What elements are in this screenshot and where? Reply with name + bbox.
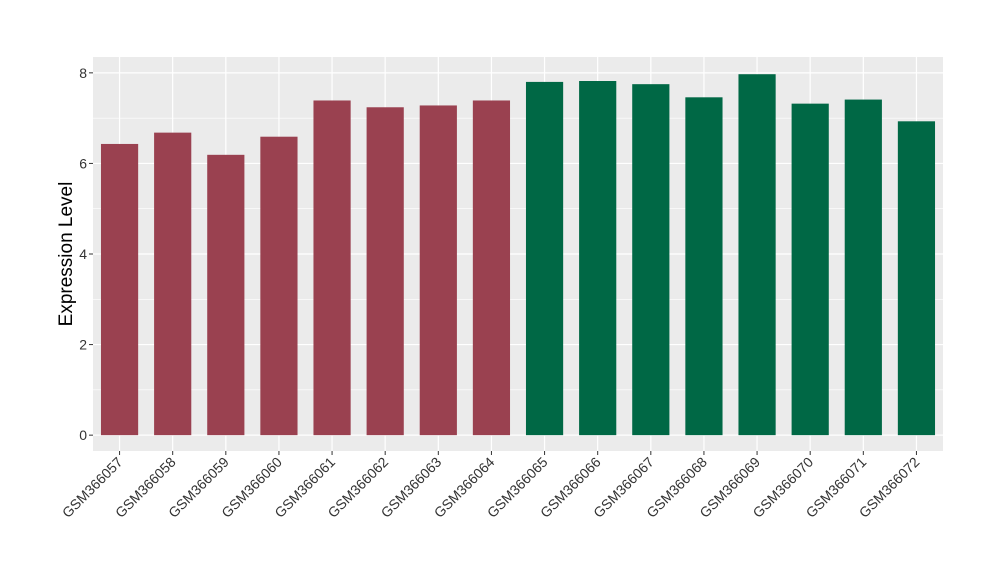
y-tick-label: 6: [79, 155, 87, 171]
bar-GSM366068: [685, 97, 723, 436]
bar-GSM366066: [579, 81, 617, 436]
y-axis: 0 2 4 6 8: [79, 65, 93, 443]
bar-GSM366060: [260, 136, 298, 436]
bar-GSM366065: [525, 81, 564, 436]
y-tick-label: 4: [79, 246, 87, 262]
bar-GSM366061: [313, 100, 351, 436]
bar-GSM366062: [366, 107, 404, 436]
bar-GSM366071: [844, 99, 882, 436]
y-tick-label: 8: [79, 65, 87, 81]
y-tick-label: 0: [79, 427, 87, 443]
y-axis-title: Expression Level: [56, 182, 77, 327]
bar-GSM366057: [100, 143, 139, 436]
bar-GSM366067: [632, 84, 670, 436]
bars: [100, 74, 936, 436]
bar-GSM366063: [419, 105, 457, 436]
bar-GSM366072: [897, 121, 936, 436]
bar-GSM366064: [472, 100, 511, 436]
bar-GSM366059: [207, 154, 245, 436]
x-axis: GSM366057GSM366058GSM366059GSM366060GSM3…: [59, 451, 923, 521]
y-tick-label: 2: [79, 337, 87, 353]
bar-GSM366069: [738, 74, 776, 436]
bar-GSM366058: [154, 132, 192, 436]
bar-GSM366070: [791, 103, 829, 436]
